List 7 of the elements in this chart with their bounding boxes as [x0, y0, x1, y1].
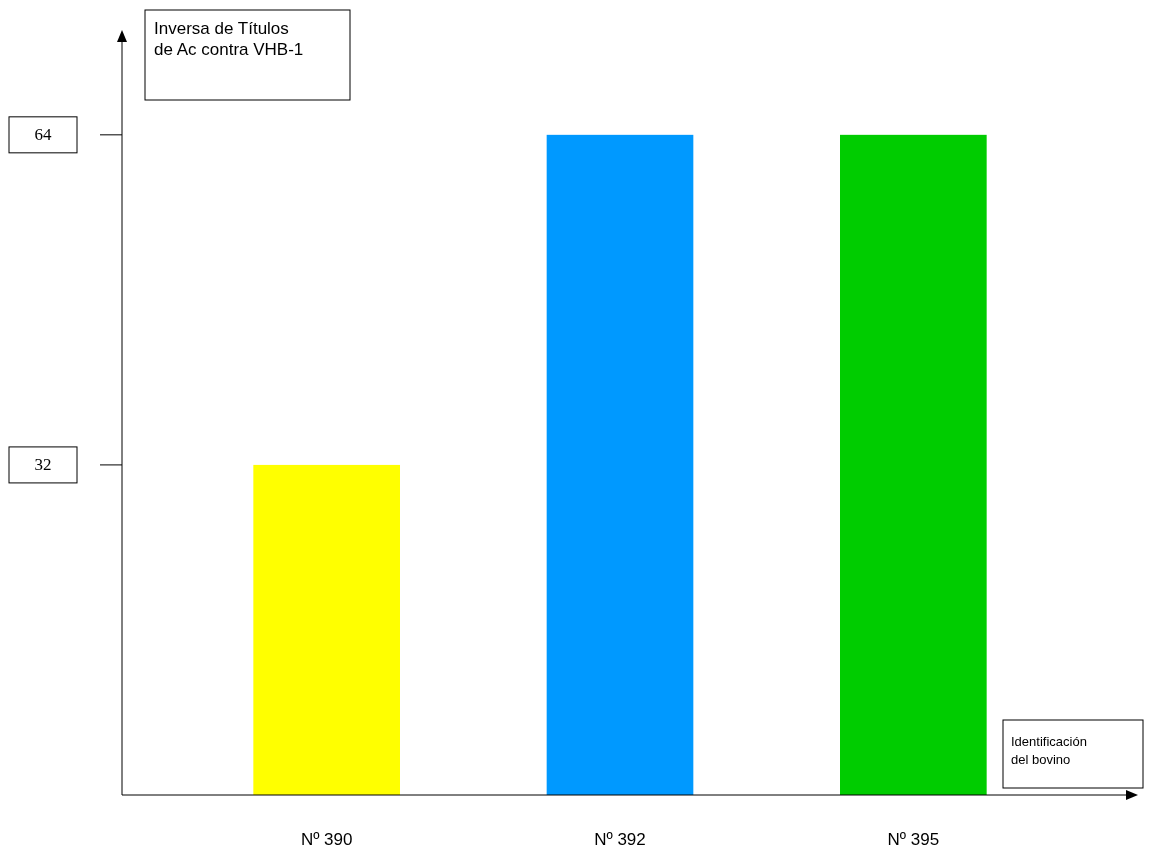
x-tick-label: Nº 390: [300, 830, 353, 849]
x-axis-title: Identificación del bovino: [1011, 734, 1087, 767]
y-axis-title: Inversa de Títulos de Ac contra VHB-1: [154, 19, 304, 59]
y-tick-label: 32: [34, 455, 52, 475]
y-tick-label: 64: [34, 125, 52, 145]
x-tick-label: Nº 395: [887, 830, 940, 849]
x-tick-label: Nº 392: [594, 830, 646, 849]
